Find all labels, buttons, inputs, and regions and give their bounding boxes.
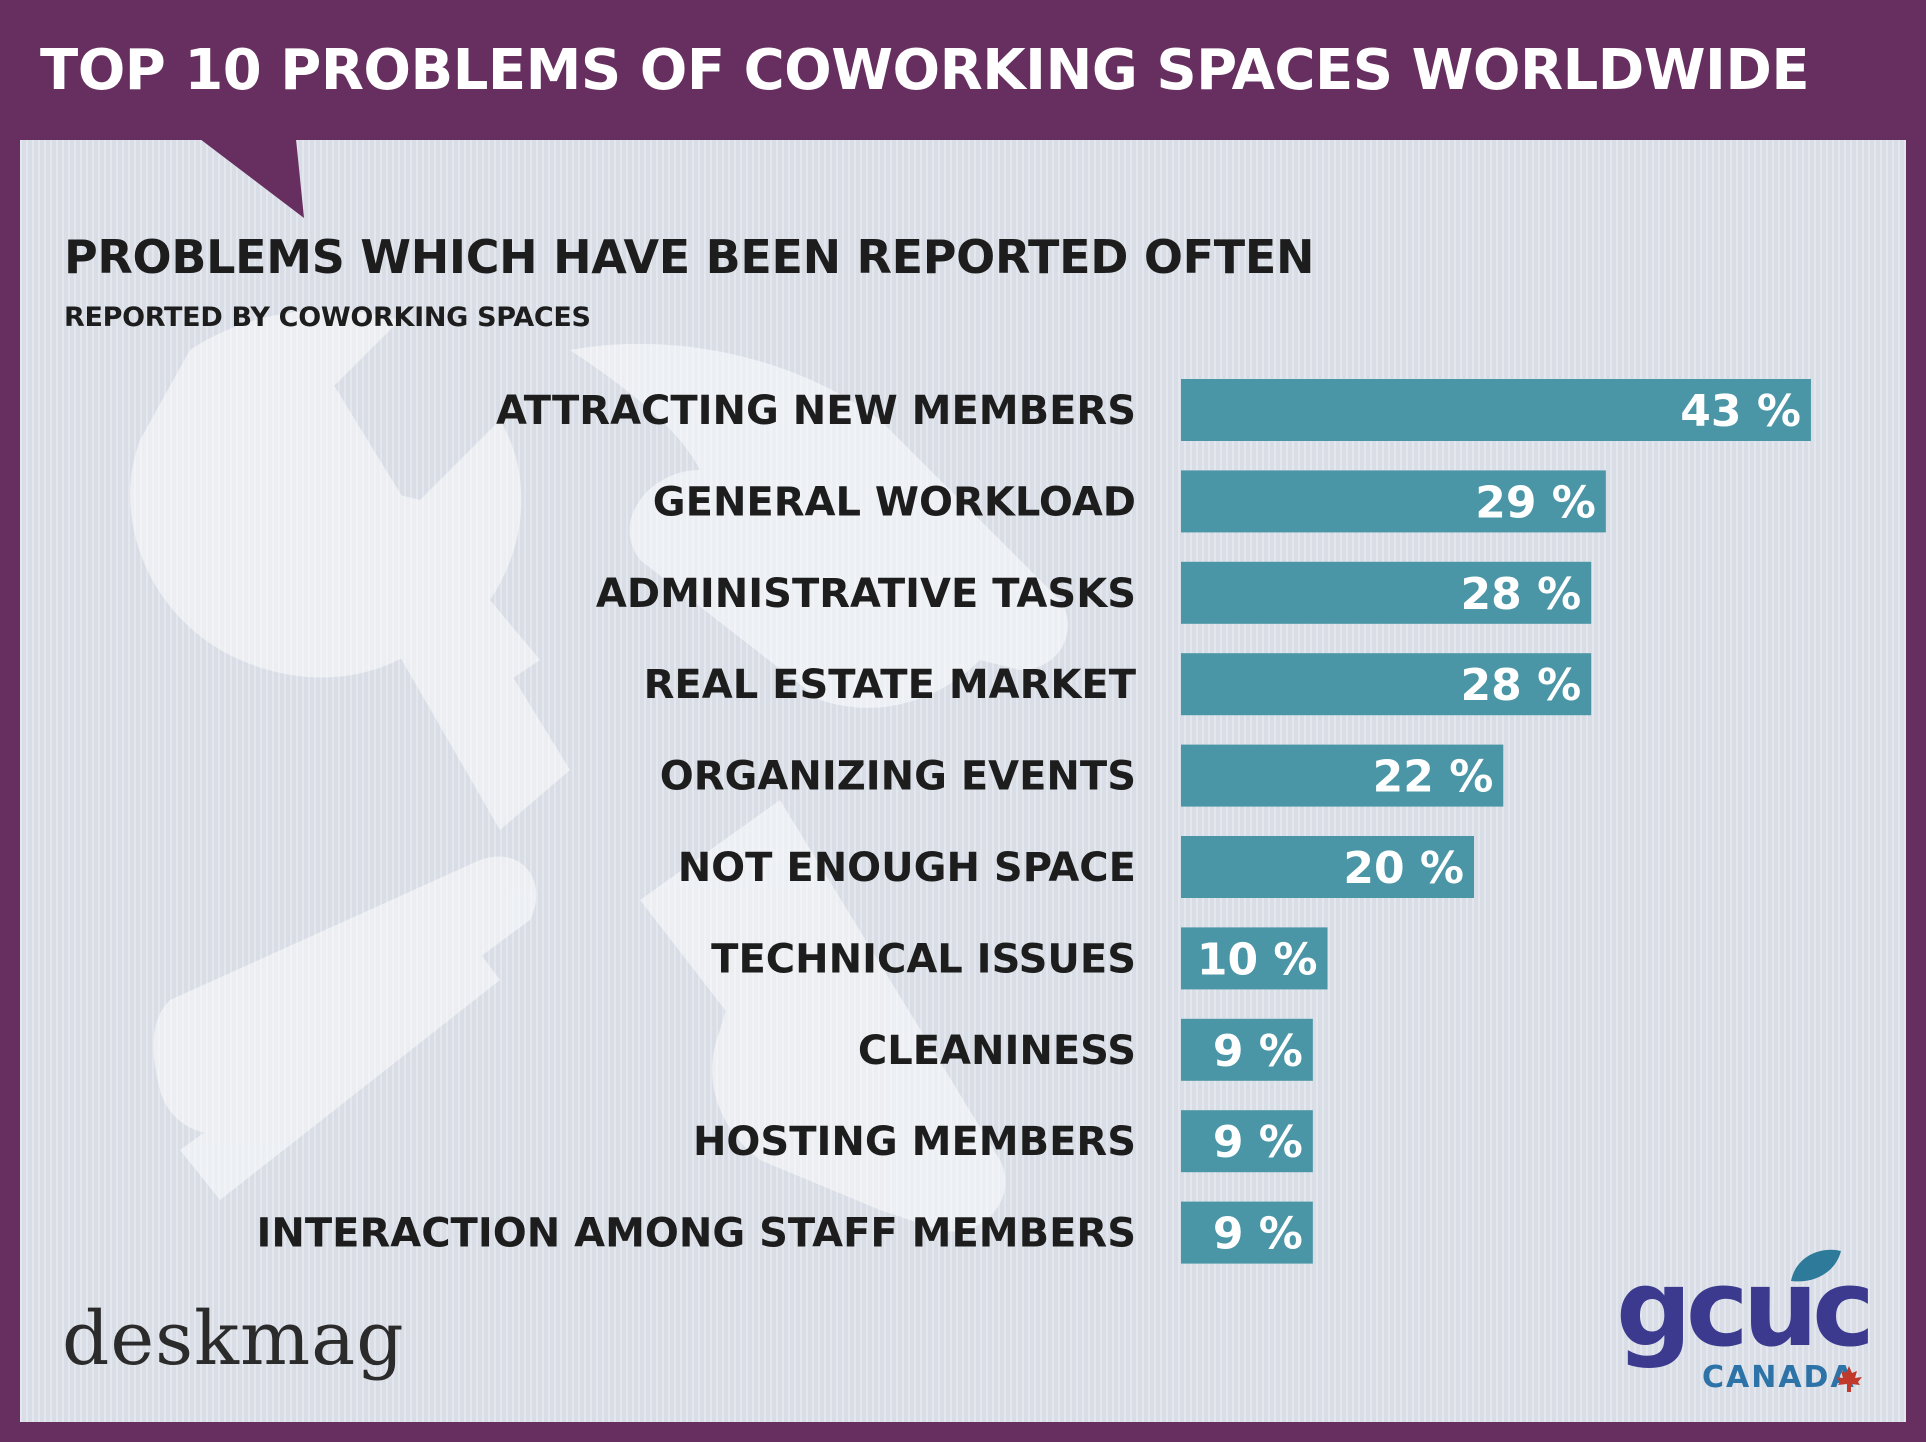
bar-8 [1181, 1110, 1313, 1173]
value-label-0: 43 % [1680, 386, 1801, 437]
deskmag-logo: deskmag [62, 1296, 405, 1382]
value-label-3: 28 % [1461, 660, 1582, 711]
category-label-3: REAL ESTATE MARKET [644, 662, 1137, 708]
leaf-icon [1791, 1249, 1841, 1282]
value-label-2: 28 % [1461, 569, 1582, 620]
header-bar: TOP 10 PROBLEMS OF COWORKING SPACES WORL… [0, 0, 1926, 140]
category-label-2: ADMINISTRATIVE TASKS [596, 571, 1136, 617]
value-label-9: 9 % [1213, 1209, 1303, 1260]
gcuc-wordmark: gcuc [1616, 1247, 1875, 1370]
bar-6 [1181, 927, 1328, 990]
category-label-8: HOSTING MEMBERS [693, 1119, 1136, 1165]
page-title: TOP 10 PROBLEMS OF COWORKING SPACES WORL… [40, 38, 1810, 103]
category-label-5: NOT ENOUGH SPACE [678, 845, 1136, 891]
bar-0 [1181, 379, 1811, 441]
bar-4 [1181, 744, 1504, 807]
category-label-7: CLEANINESS [858, 1028, 1136, 1074]
value-label-8: 9 % [1213, 1117, 1303, 1168]
bar-9 [1181, 1201, 1313, 1264]
bar-5 [1181, 836, 1474, 898]
bar-7 [1181, 1018, 1313, 1081]
category-label-6: TECHNICAL ISSUES [711, 936, 1136, 982]
chart-title: PROBLEMS WHICH HAVE BEEN REPORTED OFTEN [64, 230, 1315, 284]
gcuc-canada-label: CANADA [1702, 1360, 1856, 1395]
bar-3 [1181, 653, 1592, 716]
category-label-0: ATTRACTING NEW MEMBERS [496, 388, 1136, 434]
maple-leaf-icon [1836, 1366, 1862, 1392]
category-label-4: ORGANIZING EVENTS [660, 754, 1136, 800]
category-label-9: INTERACTION AMONG STAFF MEMBERS [256, 1211, 1136, 1257]
value-label-4: 22 % [1373, 752, 1494, 803]
category-label-1: GENERAL WORKLOAD [653, 479, 1136, 525]
value-label-7: 9 % [1213, 1026, 1303, 1077]
value-label-6: 10 % [1197, 934, 1318, 985]
bar-2 [1181, 561, 1592, 624]
bar-1 [1181, 470, 1606, 533]
value-label-1: 29 % [1475, 477, 1596, 528]
chart-subtitle: REPORTED BY COWORKING SPACES [64, 302, 591, 333]
value-label-5: 20 % [1343, 843, 1464, 894]
